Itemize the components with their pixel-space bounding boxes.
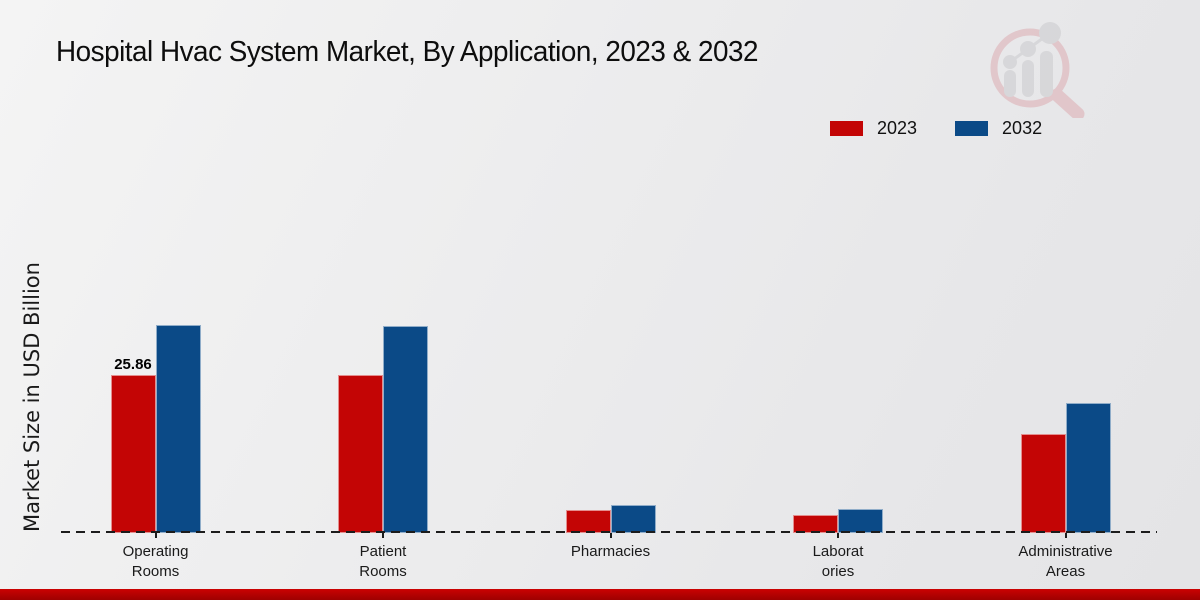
legend-item-2023: 2023 <box>830 118 917 139</box>
legend-label: 2023 <box>877 118 918 138</box>
x-tick-label-laboratories: Laborat ories <box>812 543 864 580</box>
x-tick-label-patient-rooms: Patient Rooms <box>359 543 407 580</box>
bar-2032-pharmacies <box>610 504 656 533</box>
x-axis-line <box>61 531 1157 533</box>
bar-value-label: 25.86 <box>114 356 152 374</box>
legend-swatch-icon <box>955 121 989 136</box>
bar-2023-operating-rooms <box>110 375 156 533</box>
x-axis-tick <box>154 533 157 538</box>
bar-2032-operating-rooms <box>155 324 201 533</box>
legend-label: 2032 <box>1002 118 1043 138</box>
x-tick-label-pharmacies: Pharmacies <box>570 543 651 560</box>
bar-2023-pharmacies <box>565 510 611 533</box>
x-tick-label-administrative-areas: Administrative Areas <box>1018 543 1113 580</box>
bar-2023-administrative-areas <box>1020 434 1066 533</box>
chart-title: Hospital Hvac System Market, By Applicat… <box>56 36 758 68</box>
bar-2032-administrative-areas <box>1065 402 1111 533</box>
magnifier-bar-chart-logo-icon <box>990 22 1085 118</box>
bar-2023-patient-rooms <box>338 374 383 533</box>
legend: 2023 2032 <box>830 118 1042 139</box>
legend-item-2032: 2032 <box>955 118 1042 139</box>
x-axis-tick <box>609 533 612 538</box>
legend-swatch-icon <box>830 121 863 136</box>
x-axis-tick <box>1064 533 1067 538</box>
bar-2032-patient-rooms <box>383 325 428 533</box>
x-axis-tick <box>837 533 839 538</box>
bar-2032-laboratories <box>838 508 883 533</box>
x-axis-tick <box>382 533 384 538</box>
x-tick-label-operating-rooms: Operating Rooms <box>122 543 189 580</box>
bottom-red-strip <box>0 589 1200 600</box>
